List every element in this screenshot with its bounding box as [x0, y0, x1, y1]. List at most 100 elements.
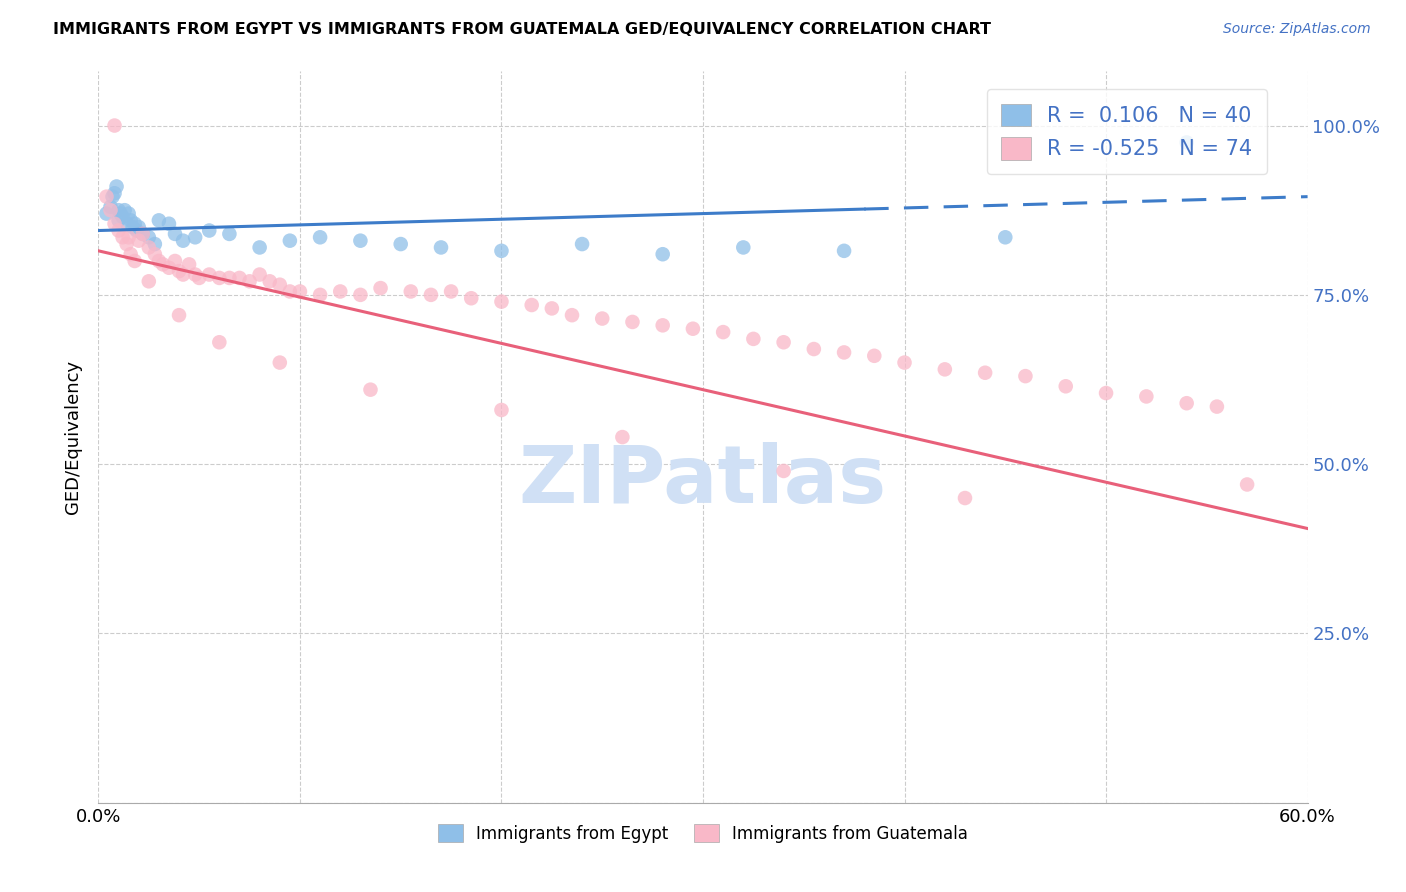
Point — [228, 271, 250, 285]
Point — [491, 403, 513, 417]
Point — [167, 308, 190, 322]
Point — [120, 247, 142, 261]
Point — [124, 254, 146, 268]
Point — [249, 268, 271, 282]
Point — [349, 234, 371, 248]
Point — [101, 189, 124, 203]
Text: IMMIGRANTS FROM EGYPT VS IMMIGRANTS FROM GUATEMALA GED/EQUIVALENCY CORRELATION C: IMMIGRANTS FROM EGYPT VS IMMIGRANTS FROM… — [53, 22, 991, 37]
Point — [188, 271, 211, 285]
Point — [561, 308, 583, 322]
Point — [612, 430, 634, 444]
Legend: Immigrants from Egypt, Immigrants from Guatemala: Immigrants from Egypt, Immigrants from G… — [432, 818, 974, 849]
Point — [420, 288, 443, 302]
Point — [118, 230, 141, 244]
Point — [491, 294, 513, 309]
Point — [184, 230, 207, 244]
Point — [994, 230, 1017, 244]
Point — [1175, 136, 1198, 150]
Point — [1236, 477, 1258, 491]
Point — [651, 318, 673, 333]
Point — [107, 213, 129, 227]
Point — [96, 189, 118, 203]
Point — [184, 268, 207, 282]
Point — [389, 237, 412, 252]
Point — [742, 332, 765, 346]
Point — [370, 281, 392, 295]
Point — [132, 227, 155, 241]
Point — [733, 240, 755, 254]
Point — [163, 227, 186, 241]
Point — [1054, 379, 1077, 393]
Point — [399, 285, 422, 299]
Point — [110, 206, 132, 220]
Point — [96, 206, 118, 220]
Point — [172, 234, 194, 248]
Point — [440, 285, 463, 299]
Point — [124, 217, 146, 231]
Point — [148, 254, 170, 268]
Point — [953, 491, 976, 505]
Point — [103, 217, 125, 231]
Point — [711, 325, 734, 339]
Point — [128, 234, 150, 248]
Point — [107, 223, 129, 237]
Point — [430, 240, 453, 254]
Point — [893, 355, 915, 369]
Point — [105, 179, 128, 194]
Point — [772, 335, 794, 350]
Point — [218, 271, 240, 285]
Point — [163, 254, 186, 268]
Point — [278, 285, 301, 299]
Point — [651, 247, 673, 261]
Point — [540, 301, 562, 316]
Point — [1095, 386, 1118, 401]
Point — [198, 268, 221, 282]
Point — [832, 244, 855, 258]
Point — [1014, 369, 1036, 384]
Point — [772, 464, 794, 478]
Point — [269, 277, 291, 292]
Point — [103, 119, 125, 133]
Point — [259, 274, 281, 288]
Text: ZIPatlas: ZIPatlas — [519, 442, 887, 520]
Point — [120, 213, 142, 227]
Point — [172, 268, 194, 282]
Point — [309, 288, 332, 302]
Point — [118, 206, 141, 220]
Point — [682, 322, 704, 336]
Point — [198, 223, 221, 237]
Point — [520, 298, 543, 312]
Point — [863, 349, 886, 363]
Point — [460, 291, 482, 305]
Point — [100, 203, 122, 218]
Point — [111, 230, 134, 244]
Point — [132, 227, 155, 241]
Point — [157, 217, 180, 231]
Point — [100, 200, 122, 214]
Point — [491, 244, 513, 258]
Point — [138, 230, 160, 244]
Point — [571, 237, 593, 252]
Point — [152, 257, 174, 271]
Point — [934, 362, 956, 376]
Point — [138, 240, 160, 254]
Point — [103, 186, 125, 201]
Point — [249, 240, 271, 254]
Point — [143, 247, 166, 261]
Point — [208, 271, 231, 285]
Point — [115, 237, 138, 252]
Point — [138, 274, 160, 288]
Text: Source: ZipAtlas.com: Source: ZipAtlas.com — [1223, 22, 1371, 37]
Point — [115, 217, 138, 231]
Point — [143, 237, 166, 252]
Point — [121, 220, 143, 235]
Point — [167, 264, 190, 278]
Y-axis label: GED/Equivalency: GED/Equivalency — [65, 360, 83, 514]
Point — [111, 210, 134, 224]
Point — [309, 230, 332, 244]
Point — [1135, 389, 1157, 403]
Point — [360, 383, 382, 397]
Point — [148, 213, 170, 227]
Point — [157, 260, 180, 275]
Point — [329, 285, 352, 299]
